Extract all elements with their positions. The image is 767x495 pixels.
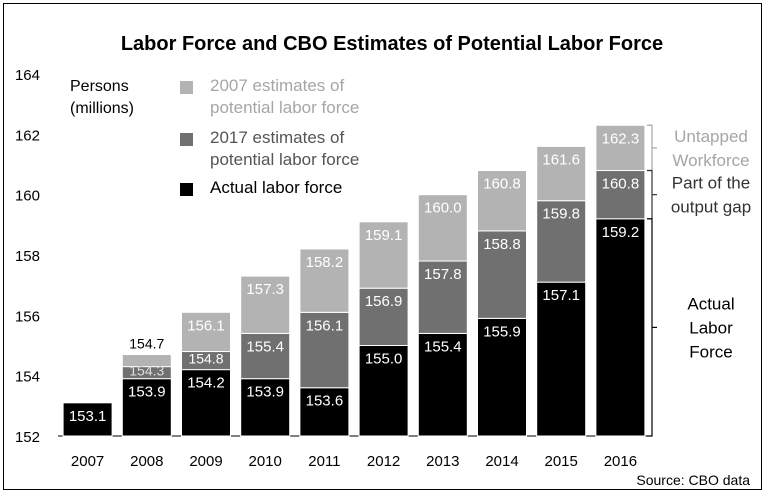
data-label: 160.8 bbox=[483, 176, 521, 193]
legend-label: potential labor force bbox=[210, 150, 359, 169]
bar-segment bbox=[240, 378, 291, 437]
annotation-bracket bbox=[647, 218, 653, 437]
annotation-label: Actual bbox=[687, 294, 734, 313]
legend-label: potential labor force bbox=[210, 98, 359, 117]
source-note: Source: CBO data bbox=[636, 472, 750, 488]
bar-segment bbox=[417, 260, 468, 334]
y-tick-label: 156 bbox=[15, 308, 40, 325]
x-tick-label: 2011 bbox=[308, 453, 340, 470]
bar-segment bbox=[181, 311, 231, 353]
y-tick-label: 162 bbox=[15, 127, 40, 144]
bar-segment bbox=[477, 170, 527, 232]
legend-swatch bbox=[180, 183, 193, 196]
y-axis: 152 154 156 158 160 162 164 bbox=[15, 67, 650, 446]
legend-label: 2017 estimates of bbox=[210, 128, 344, 147]
bars-group: 153.1 153.9 154.3 154.7 154.2 154.8 156.1 153.9… bbox=[62, 124, 646, 437]
bar-segment bbox=[536, 145, 587, 202]
bar-segment bbox=[536, 200, 587, 283]
y-tick-label: 164 bbox=[15, 67, 40, 84]
annotation-bracket bbox=[647, 124, 653, 172]
annotation-label: Labor bbox=[689, 318, 733, 337]
y-tick-label: 158 bbox=[15, 248, 40, 265]
legend-swatch bbox=[180, 81, 193, 94]
x-tick-label: 2010 bbox=[249, 453, 282, 470]
data-label: 155.4 bbox=[246, 338, 284, 355]
data-label: 153.9 bbox=[128, 384, 166, 401]
bar-segment bbox=[62, 402, 113, 437]
bar-segment bbox=[181, 369, 231, 437]
bar-segment bbox=[595, 170, 646, 220]
data-label: 159.8 bbox=[542, 206, 580, 223]
data-label: 157.1 bbox=[542, 287, 580, 304]
data-label: 154.2 bbox=[187, 375, 225, 392]
bar-segment bbox=[417, 194, 468, 262]
bar-segment bbox=[536, 281, 587, 437]
data-label: 153.9 bbox=[246, 384, 284, 401]
data-label: 158.8 bbox=[483, 236, 521, 253]
x-tick-label: 2012 bbox=[367, 453, 400, 470]
data-label: 154.8 bbox=[188, 351, 223, 367]
legend-label: 2007 estimates of bbox=[210, 76, 344, 95]
data-label: 153.1 bbox=[69, 408, 107, 425]
data-label: 160.0 bbox=[424, 200, 462, 217]
x-tick-label: 2007 bbox=[71, 453, 104, 470]
bar-segment bbox=[240, 332, 291, 380]
annotation-label: Untapped bbox=[674, 127, 748, 146]
annotation-label: Workforce bbox=[672, 151, 749, 170]
data-label: 159.1 bbox=[365, 227, 403, 244]
x-tick-label: 2014 bbox=[485, 453, 518, 470]
x-tick-label: 2009 bbox=[189, 453, 222, 470]
bar-segment bbox=[358, 345, 409, 437]
y-axis-label: Persons bbox=[70, 78, 129, 95]
x-tick-label: 2015 bbox=[545, 453, 578, 470]
chart-title: Labor Force and CBO Estimates of Potenti… bbox=[121, 33, 663, 55]
bar-segment bbox=[240, 275, 291, 334]
legend: Persons (millions) 2007 estimates of potent… bbox=[70, 76, 359, 197]
data-label: 156.1 bbox=[306, 317, 344, 334]
data-label: 158.2 bbox=[306, 254, 344, 271]
x-tick-label: 2008 bbox=[130, 453, 163, 470]
data-label: 156.1 bbox=[187, 317, 225, 334]
bar-segment bbox=[595, 124, 646, 172]
bar-segment bbox=[121, 378, 172, 437]
annotation-bracket bbox=[647, 169, 653, 220]
data-label: 157.8 bbox=[424, 266, 462, 283]
legend-swatch bbox=[180, 133, 193, 146]
data-label: 154.7 bbox=[129, 336, 164, 352]
bar-segment bbox=[121, 354, 172, 368]
data-label: 159.2 bbox=[602, 224, 640, 241]
x-axis: 2007 2008 2009 2010 2011 2012 2013 2014 2015 2016 bbox=[71, 453, 637, 470]
y-tick-label: 154 bbox=[15, 369, 40, 386]
y-axis-label: (millions) bbox=[70, 100, 134, 117]
y-tick-label: 152 bbox=[15, 429, 40, 446]
annotation-label: output gap bbox=[671, 198, 751, 217]
data-label: 155.9 bbox=[483, 323, 521, 340]
annotations: Untapped Workforce Part of the output gap Ac… bbox=[647, 124, 751, 437]
data-label: 154.3 bbox=[129, 363, 164, 379]
data-label: 156.9 bbox=[365, 293, 403, 310]
bar-segment bbox=[358, 221, 409, 289]
bar-segment bbox=[477, 230, 527, 319]
data-label: 155.4 bbox=[424, 338, 462, 355]
annotation-label: Force bbox=[689, 342, 732, 361]
bar-segment bbox=[358, 287, 409, 346]
data-label: 153.6 bbox=[306, 393, 344, 410]
annotation-label: Part of the bbox=[672, 174, 750, 193]
legend-label: Actual labor force bbox=[210, 178, 342, 197]
data-label: 157.3 bbox=[246, 281, 284, 298]
bar-segment bbox=[299, 311, 350, 389]
data-label: 161.6 bbox=[542, 151, 580, 168]
x-tick-label: 2016 bbox=[604, 453, 637, 470]
bar-segment bbox=[299, 248, 350, 313]
x-tick-label: 2013 bbox=[426, 453, 459, 470]
data-label: 160.8 bbox=[602, 176, 640, 193]
bar-segment bbox=[417, 332, 468, 437]
bar-segment bbox=[595, 218, 646, 437]
data-label: 155.0 bbox=[365, 351, 403, 368]
y-tick-label: 160 bbox=[15, 188, 40, 205]
bar-segment bbox=[477, 317, 527, 437]
data-label: 162.3 bbox=[602, 130, 640, 147]
